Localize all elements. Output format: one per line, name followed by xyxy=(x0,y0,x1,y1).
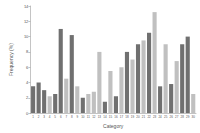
svg-text:24: 24 xyxy=(158,115,162,119)
svg-text:1: 1 xyxy=(32,115,34,119)
svg-text:21: 21 xyxy=(142,115,146,119)
svg-text:3: 3 xyxy=(43,115,45,119)
svg-text:6: 6 xyxy=(60,115,62,119)
svg-text:30: 30 xyxy=(192,115,196,119)
svg-text:10: 10 xyxy=(81,115,85,119)
svg-text:8: 8 xyxy=(71,115,73,119)
svg-text:23: 23 xyxy=(153,115,157,119)
svg-text:20: 20 xyxy=(136,115,140,119)
svg-text:12: 12 xyxy=(24,19,29,24)
svg-text:Category: Category xyxy=(103,123,124,129)
svg-text:27: 27 xyxy=(175,115,179,119)
svg-text:17: 17 xyxy=(120,115,124,119)
svg-text:29: 29 xyxy=(186,115,190,119)
svg-text:19: 19 xyxy=(131,115,135,119)
svg-text:0: 0 xyxy=(26,111,29,116)
svg-text:22: 22 xyxy=(147,115,151,119)
svg-text:16: 16 xyxy=(114,115,118,119)
svg-text:10: 10 xyxy=(24,34,29,39)
svg-text:26: 26 xyxy=(169,115,173,119)
svg-text:8: 8 xyxy=(26,49,29,54)
svg-text:25: 25 xyxy=(164,115,168,119)
svg-text:18: 18 xyxy=(125,115,129,119)
svg-text:7: 7 xyxy=(65,115,67,119)
svg-text:Frequency (%): Frequency (%) xyxy=(8,43,14,76)
svg-text:4: 4 xyxy=(26,80,29,85)
svg-text:6: 6 xyxy=(26,65,29,70)
svg-text:9: 9 xyxy=(76,115,78,119)
svg-text:13: 13 xyxy=(98,115,102,119)
svg-text:12: 12 xyxy=(92,115,96,119)
svg-text:2: 2 xyxy=(26,95,29,100)
svg-text:11: 11 xyxy=(87,115,90,119)
svg-text:14: 14 xyxy=(24,4,29,9)
svg-text:14: 14 xyxy=(103,115,107,119)
svg-text:15: 15 xyxy=(109,115,113,119)
svg-text:2: 2 xyxy=(38,115,40,119)
svg-text:5: 5 xyxy=(54,115,56,119)
svg-text:4: 4 xyxy=(49,115,51,119)
svg-text:28: 28 xyxy=(181,115,185,119)
